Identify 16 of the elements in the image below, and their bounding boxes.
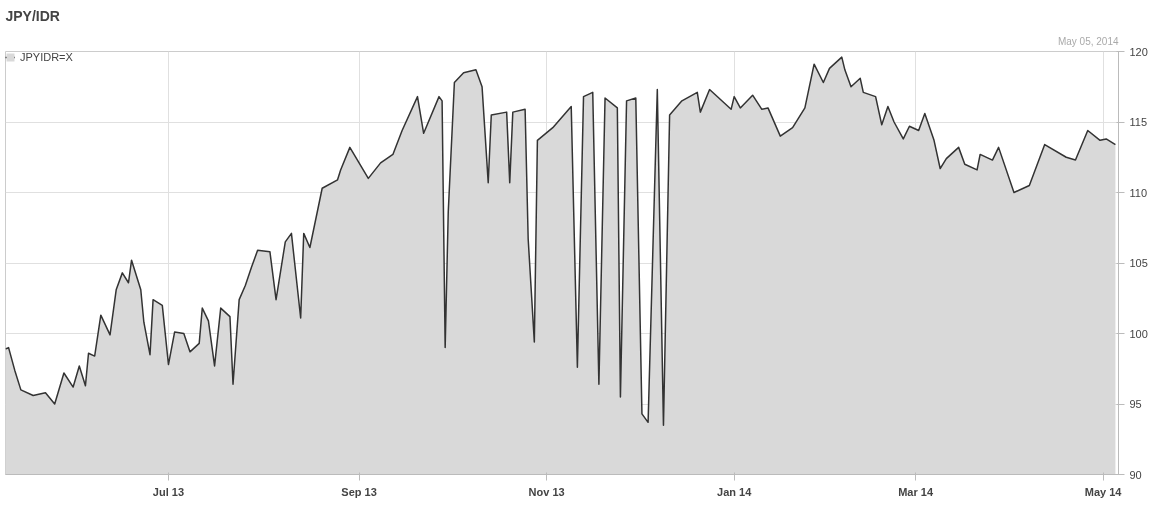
- y-tick-label: 90: [1129, 468, 1142, 481]
- x-tick-label: Sep 13: [341, 485, 377, 498]
- x-tick-label: Nov 13: [528, 485, 565, 498]
- x-tick-label: Jul 13: [152, 485, 185, 498]
- y-tick-label: 100: [1129, 327, 1148, 340]
- chart-title: JPY/IDR: [5, 7, 60, 24]
- y-tick-label: 115: [1129, 116, 1148, 128]
- text: May 05, 2014: [1057, 35, 1119, 47]
- y-tick-label: 110: [1129, 186, 1148, 199]
- y-tick-label: 105: [1129, 257, 1148, 269]
- x-tick-label: Mar 14: [898, 485, 934, 498]
- y-tick-label: 95: [1129, 398, 1142, 410]
- x-tick-label: May 14: [1084, 485, 1123, 498]
- x-tick-label: Jan 14: [717, 485, 753, 498]
- legend-label: JPYIDR=X: [20, 51, 73, 63]
- y-tick-label: 120: [1129, 45, 1148, 58]
